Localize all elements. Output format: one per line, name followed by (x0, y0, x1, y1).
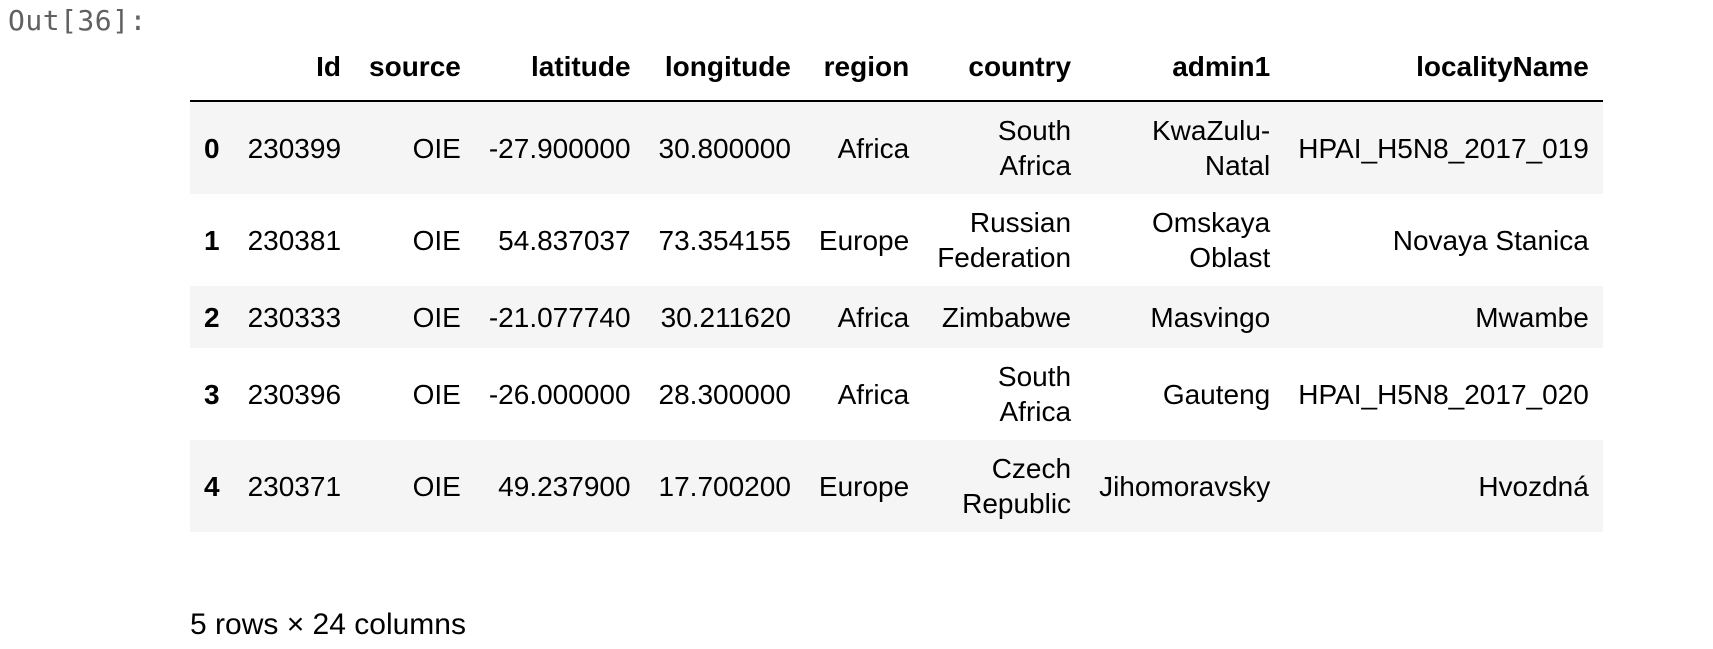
dataframe-output: Id source latitude longitude region coun… (190, 38, 1713, 532)
cell-id: 230381 (247, 224, 342, 256)
cell-admin1-line: Oblast (1189, 242, 1271, 273)
dataframe-table: Id source latitude longitude region coun… (190, 38, 1603, 532)
cell-source: OIE (412, 470, 461, 502)
cell-longitude: 28.300000 (658, 378, 791, 410)
cell-country: Czech Republic (923, 440, 1085, 532)
column-header-id: Id (233, 38, 356, 102)
cell-country-line: Africa (999, 150, 1072, 181)
cell-region: Africa (837, 132, 910, 164)
cell-longitude: 17.700200 (658, 470, 791, 502)
cell-locality-name: Hvozdná (1478, 470, 1589, 502)
cell-country: Zimbabwe (923, 286, 1085, 348)
cell-region: Africa (837, 301, 910, 333)
column-header-admin1: admin1 (1085, 38, 1285, 102)
cell-admin1: Jihomoravsky (1085, 440, 1284, 532)
column-header-latitude: latitude (474, 38, 645, 102)
cell-country: South Africa (923, 101, 1085, 194)
output-prompt: Out[36]: (8, 4, 147, 37)
cell-country-line: South (997, 115, 1072, 146)
column-header-region: region (804, 38, 924, 102)
cell-longitude: 73.354155 (658, 224, 791, 256)
cell-country-line: Federation (937, 242, 1072, 273)
table-row: 1 230381 OIE 54.837037 73.354155 Europe … (190, 194, 1603, 286)
cell-admin1-line: Omskaya (1151, 207, 1271, 238)
dataframe-shape-text: 5 rows × 24 columns (190, 608, 466, 641)
row-index: 0 (204, 132, 220, 164)
cell-admin1-line: KwaZulu- (1151, 115, 1271, 146)
column-header-locality-name: localityName (1284, 38, 1603, 102)
cell-source: OIE (412, 301, 461, 333)
cell-locality-name: HPAI_H5N8_2017_019 (1298, 132, 1589, 164)
cell-admin1-line: Jihomoravsky (1099, 470, 1271, 502)
cell-region: Africa (837, 378, 910, 410)
cell-latitude: -27.900000 (488, 132, 631, 164)
cell-country-line: Africa (999, 396, 1072, 427)
cell-source: OIE (412, 378, 461, 410)
cell-region: Europe (818, 224, 910, 256)
cell-admin1-line: Natal (1204, 150, 1271, 181)
cell-country-line: Czech (991, 453, 1072, 484)
cell-id: 230371 (247, 470, 342, 502)
row-index: 4 (204, 470, 220, 502)
cell-id: 230399 (247, 132, 342, 164)
cell-id: 230333 (247, 301, 342, 333)
cell-latitude: -26.000000 (488, 378, 631, 410)
cell-admin1: Omskaya Oblast (1085, 194, 1284, 286)
table-row: 3 230396 OIE -26.000000 28.300000 Africa… (190, 348, 1603, 440)
column-header-country: country (923, 38, 1086, 102)
cell-region: Europe (818, 470, 910, 502)
cell-id: 230396 (247, 378, 342, 410)
table-row: 2 230333 OIE -21.077740 30.211620 Africa… (190, 286, 1603, 348)
cell-latitude: 49.237900 (498, 470, 631, 502)
cell-locality-name: Mwambe (1475, 301, 1589, 333)
column-header-longitude: longitude (644, 38, 805, 102)
column-header-index (190, 38, 234, 102)
table-row: 4 230371 OIE 49.237900 17.700200 Europe … (190, 440, 1603, 532)
cell-country: South Africa (923, 348, 1085, 440)
cell-country-line: Republic (962, 488, 1072, 519)
row-index: 1 (204, 224, 220, 256)
cell-admin1: Gauteng (1085, 348, 1284, 440)
cell-latitude: 54.837037 (498, 224, 631, 256)
table-row: 0 230399 OIE -27.900000 30.800000 Africa… (190, 101, 1603, 194)
cell-locality-name: HPAI_H5N8_2017_020 (1298, 378, 1589, 410)
cell-admin1-line: Masvingo (1150, 301, 1271, 333)
cell-source: OIE (412, 224, 461, 256)
cell-admin1-line: Gauteng (1162, 378, 1271, 410)
cell-country-line: South (997, 361, 1072, 392)
cell-locality-name: Novaya Stanica (1392, 224, 1589, 256)
cell-country-line: Zimbabwe (941, 301, 1072, 333)
row-index: 3 (204, 378, 220, 410)
cell-admin1: Masvingo (1085, 286, 1284, 348)
table-header-row: Id source latitude longitude region coun… (190, 38, 1603, 102)
cell-source: OIE (412, 132, 461, 164)
cell-latitude: -21.077740 (488, 301, 631, 333)
cell-longitude: 30.800000 (658, 132, 791, 164)
row-index: 2 (204, 301, 220, 333)
cell-country: Russian Federation (923, 194, 1085, 286)
cell-admin1: KwaZulu- Natal (1085, 101, 1284, 194)
column-header-source: source (355, 38, 475, 102)
cell-country-line: Russian (969, 207, 1072, 238)
cell-longitude: 30.211620 (660, 301, 791, 333)
